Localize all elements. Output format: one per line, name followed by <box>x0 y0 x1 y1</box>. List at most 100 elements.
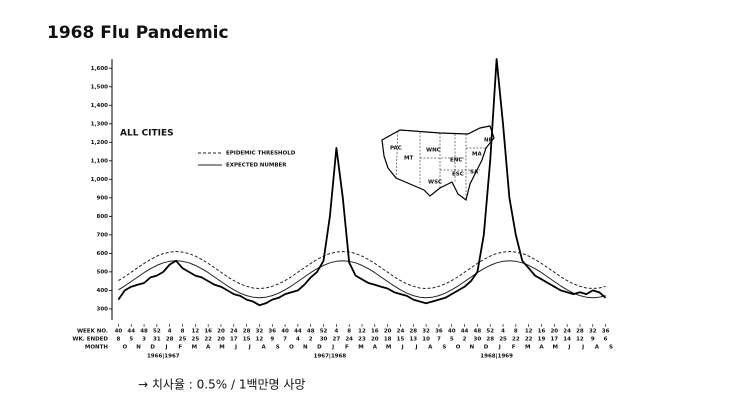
y-tick-label: 1,600 <box>91 66 109 72</box>
x-tick-label: 20 <box>384 329 392 335</box>
week-ended-label: 12 <box>576 337 584 343</box>
season-label: 1968|1969 <box>480 354 513 360</box>
month-label: A <box>206 345 211 351</box>
region-label: MT <box>404 156 413 162</box>
month-label: A <box>539 345 544 351</box>
week-ended-label: 8 <box>116 337 120 343</box>
week-ended-label: 15 <box>397 337 405 343</box>
month-label: M <box>553 345 558 351</box>
week-ended-label: 25 <box>192 337 200 343</box>
y-tick-label: 700 <box>97 232 109 238</box>
week-ended-label: 22 <box>525 337 533 343</box>
week-ended-label: 2 <box>463 337 467 343</box>
month-label: M <box>525 345 530 351</box>
y-tick-label: 1,500 <box>91 84 109 90</box>
month-label: D <box>317 345 322 351</box>
week-ended-label: 28 <box>486 337 494 343</box>
x-tick-label: 16 <box>371 329 379 335</box>
month-label: A <box>373 345 378 351</box>
x-tick-label: 36 <box>268 329 276 335</box>
row-label: WEEK NO. <box>77 329 108 335</box>
y-tick-label: 900 <box>97 195 109 201</box>
region-label: SA <box>470 170 479 176</box>
week-ended-label: 7 <box>437 337 441 343</box>
x-tick-label: 28 <box>576 329 584 335</box>
x-tick-label: 28 <box>243 329 251 335</box>
week-ended-label: 15 <box>243 337 251 343</box>
month-label: A <box>428 345 433 351</box>
week-ended-label: 20 <box>371 337 379 343</box>
x-tick-label: 24 <box>397 329 405 335</box>
y-tick-label: 1,100 <box>91 158 109 164</box>
region-label: PAC <box>390 146 402 152</box>
week-ended-label: 31 <box>153 337 161 343</box>
month-label: A <box>595 345 600 351</box>
month-label: J <box>248 345 251 351</box>
inset-map: PAC MT WNC ENC NE MA SA ESC WSC <box>381 125 495 202</box>
month-label: M <box>192 345 197 351</box>
week-ended-label: 23 <box>358 337 366 343</box>
y-tick-label: 800 <box>97 214 109 220</box>
month-label: A <box>261 345 266 351</box>
month-label: J <box>401 345 404 351</box>
region-label: NE <box>484 138 493 144</box>
month-label: O <box>289 345 294 351</box>
month-label: N <box>136 345 141 351</box>
x-tick-label: 36 <box>602 329 610 335</box>
month-label: O <box>456 345 461 351</box>
x-tick-label: 48 <box>140 329 148 335</box>
week-ended-label: 20 <box>217 337 225 343</box>
y-tick-label: 1,000 <box>91 177 109 183</box>
y-tick-label: 1,400 <box>91 103 109 109</box>
week-ended-label: 2 <box>309 337 313 343</box>
x-tick-label: 52 <box>320 329 328 335</box>
data-line <box>117 58 607 307</box>
week-ended-label: 17 <box>550 337 558 343</box>
x-tick-label: 8 <box>514 329 518 335</box>
week-ended-label: 5 <box>129 337 133 343</box>
region-label: ESC <box>452 172 464 178</box>
x-tick-label: 12 <box>358 329 366 335</box>
week-ended-label: 22 <box>204 337 212 343</box>
legend-label: EXPECTED NUMBER <box>226 163 287 169</box>
y-tick-label: 1,200 <box>91 140 109 146</box>
month-label: F <box>512 345 516 351</box>
row-label: MONTH <box>85 345 109 351</box>
x-tick-label: 4 <box>168 329 172 335</box>
month-label: N <box>470 345 475 351</box>
month-label: M <box>386 345 391 351</box>
region-label: WSC <box>428 180 442 186</box>
week-ended-label: 14 <box>563 337 571 343</box>
x-tick-label: 32 <box>256 329 264 335</box>
footnote: → 치사율 : 0.5% / 1백만명 사망 <box>138 378 305 392</box>
x-tick-label: 40 <box>115 329 123 335</box>
month-label: J <box>164 345 167 351</box>
week-ended-label: 28 <box>166 337 174 343</box>
reference-line <box>118 251 606 289</box>
y-tick-label: 400 <box>97 288 109 294</box>
x-tick-label: 44 <box>294 329 302 335</box>
week-ended-label: 30 <box>474 337 482 343</box>
y-tick-label: 500 <box>97 269 109 275</box>
week-ended-label: 24 <box>345 337 353 343</box>
week-ended-label: 25 <box>179 337 187 343</box>
x-tick-label: 48 <box>307 329 315 335</box>
x-tick-label: 4 <box>501 329 505 335</box>
week-ended-label: 22 <box>512 337 520 343</box>
week-ended-label: 13 <box>409 337 417 343</box>
week-ended-label: 9 <box>591 337 595 343</box>
y-tick-label: 1,300 <box>91 121 109 127</box>
x-tick-label: 20 <box>550 329 558 335</box>
month-label: S <box>609 345 613 351</box>
x-tick-label: 52 <box>486 329 494 335</box>
week-ended-label: 4 <box>296 337 300 343</box>
month-label: J <box>331 345 334 351</box>
row-label: WK. ENDED <box>72 337 108 343</box>
season-label: 1967|1968 <box>314 354 347 360</box>
legend-label: EPIDEMIC THRESHOLD <box>226 151 296 157</box>
week-ended-label: 7 <box>283 337 287 343</box>
region-label: WNC <box>426 148 441 154</box>
month-label: J <box>414 345 417 351</box>
week-ended-label: 17 <box>230 337 238 343</box>
x-tick-label: 8 <box>347 329 351 335</box>
